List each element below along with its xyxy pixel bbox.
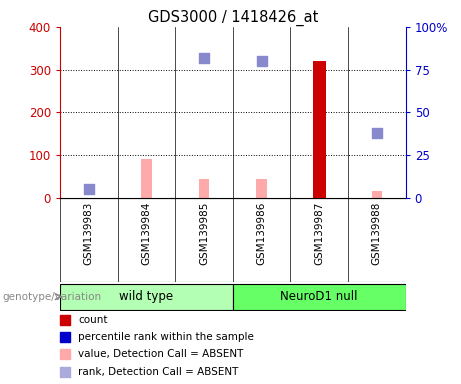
Point [61, 316, 68, 323]
Bar [372, 191, 382, 198]
Bar [175, 27, 233, 198]
Point [61, 334, 68, 340]
Bar [199, 179, 209, 198]
Text: value, Detection Call = ABSENT: value, Detection Call = ABSENT [78, 349, 244, 359]
Text: GSM139988: GSM139988 [372, 202, 382, 265]
Text: GSM139983: GSM139983 [84, 202, 94, 265]
Text: wild type: wild type [119, 290, 173, 303]
Text: NeuroD1 null: NeuroD1 null [280, 290, 358, 303]
Point [85, 186, 92, 192]
Bar [290, 27, 348, 198]
Point [61, 351, 68, 357]
Text: GSM139985: GSM139985 [199, 202, 209, 265]
Point [85, 186, 92, 192]
Title: GDS3000 / 1418426_at: GDS3000 / 1418426_at [148, 9, 318, 25]
Text: count: count [78, 314, 108, 325]
Bar [141, 159, 152, 198]
Text: GSM139986: GSM139986 [257, 202, 266, 265]
Text: rank, Detection Call = ABSENT: rank, Detection Call = ABSENT [78, 366, 239, 377]
Bar [233, 284, 406, 310]
Point [373, 130, 381, 136]
Bar [60, 27, 118, 198]
Bar [348, 27, 406, 198]
Text: GSM139984: GSM139984 [142, 202, 151, 265]
Bar [233, 27, 290, 198]
Text: percentile rank within the sample: percentile rank within the sample [78, 332, 254, 342]
Text: GSM139987: GSM139987 [314, 202, 324, 265]
Bar [60, 284, 233, 310]
Bar [256, 179, 267, 198]
Bar [313, 61, 325, 198]
Point [61, 369, 68, 375]
Point [200, 55, 207, 61]
Point [258, 58, 266, 64]
Text: genotype/variation: genotype/variation [2, 291, 101, 302]
Bar [118, 27, 175, 198]
